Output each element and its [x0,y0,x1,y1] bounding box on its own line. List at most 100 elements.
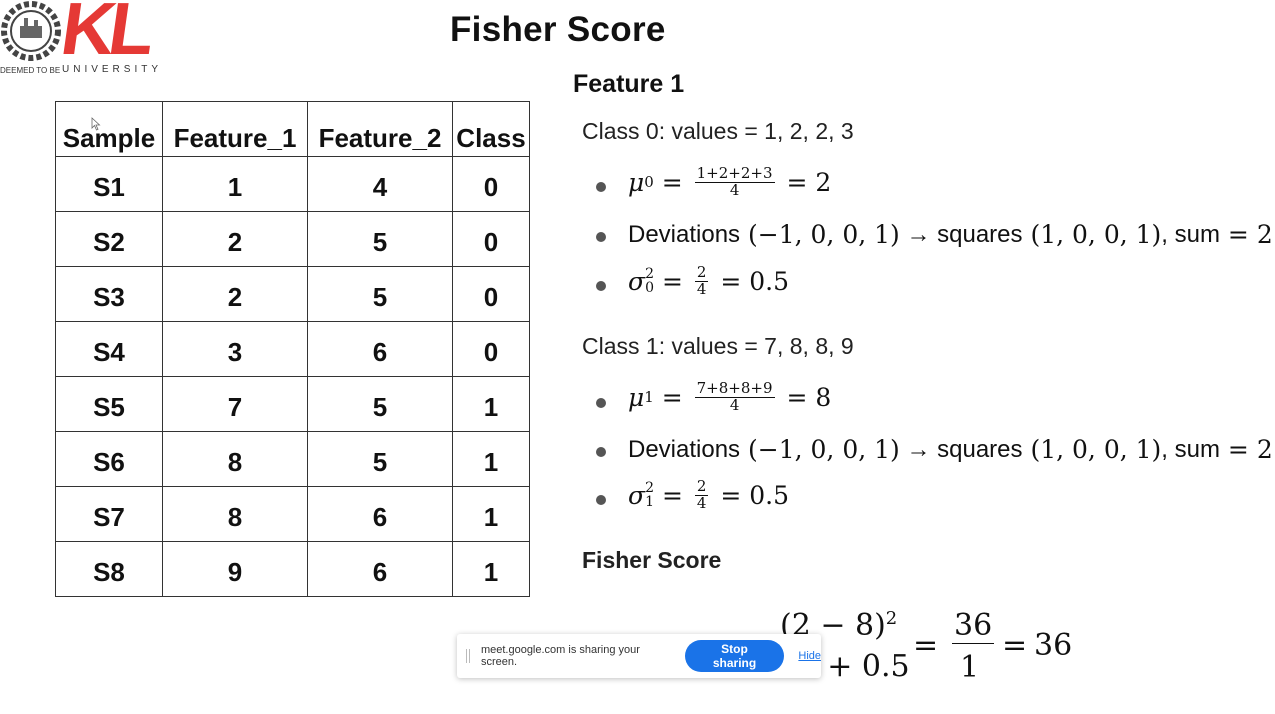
fisher-score-heading: Fisher Score [582,547,722,573]
class0-values-line: Class 0: values = 1, 2, 2, 3 [582,118,854,144]
cell-feature-2: 6 [307,321,453,377]
bullet-icon [596,281,606,291]
feature-heading: Feature 1 [573,70,685,98]
class1-mean-numerator: 7+8+8+9 [694,379,775,398]
class0-mean-result: 2 [815,167,832,197]
header-feature-1: Feature_1 [162,101,308,157]
logo-kl-text: KL [56,0,155,70]
class1-squares-values: (1, 0, 0, 1) [1030,435,1162,464]
cell-sample: S6 [55,431,163,487]
cell-feature-1: 7 [162,376,308,432]
cell-sample: S5 [55,376,163,432]
class1-values-line: Class 1: values = 7, 8, 8, 9 [582,333,854,359]
cell-sample: S4 [55,321,163,377]
logo-university-text: UNIVERSITY [62,64,163,75]
class1-sum-value: 2 [1256,435,1273,464]
bullet-icon [596,447,606,457]
class1-sum-label: sum [1174,435,1220,463]
class0-sum-value: 2 [1256,220,1273,249]
cell-feature-1: 2 [162,211,308,267]
cell-class: 0 [452,156,530,212]
bullet-icon [596,182,606,192]
cell-feature-2: 4 [307,156,453,212]
class0-squares-values: (1, 0, 0, 1) [1030,220,1162,249]
hide-link[interactable]: Hide [798,650,821,662]
class0-var-numerator: 2 [694,263,709,282]
logo-deemed-text: DEEMED TO BE [0,66,61,75]
cell-class: 1 [452,486,530,542]
final-frac-denominator: 1 [960,650,980,685]
header-feature-2: Feature_2 [307,101,453,157]
bullet-icon [596,495,606,505]
table-row: S7 8 6 1 [55,486,530,542]
class1-var-result: 0.5 [749,480,789,510]
bullet-icon [596,398,606,408]
cell-feature-1: 3 [162,321,308,377]
cell-feature-1: 8 [162,486,308,542]
table-header-row: Sample Feature_1 Feature_2 Class [55,101,530,157]
table-row: S4 3 6 0 [55,321,530,377]
class1-var-denominator: 4 [696,493,707,512]
cell-sample: S1 [55,156,163,212]
class0-dev-label: Deviations [628,220,741,248]
table-row: S5 7 5 1 [55,376,530,432]
class0-mean-denominator: 4 [729,180,740,199]
slide-title: Fisher Score [450,10,666,49]
cell-feature-2: 6 [307,486,453,542]
table-row: S3 2 5 0 [55,266,530,322]
cell-feature-2: 5 [307,211,453,267]
class0-dev-values: (−1, 0, 0, 1) [748,220,900,249]
cell-feature-1: 1 [162,156,308,212]
share-message: meet.google.com is sharing your screen. [480,644,640,668]
table-row: S1 1 4 0 [55,156,530,212]
table-row: S8 9 6 1 [55,541,530,597]
cell-class: 1 [452,541,530,597]
sample-table: Sample Feature_1 Feature_2 Class S1 1 4 … [55,101,530,597]
class1-mean-denominator: 4 [729,395,740,414]
drag-handle-icon[interactable] [466,649,470,663]
class0-var-result: 0.5 [749,266,789,296]
cell-class: 0 [452,266,530,322]
screen-share-bar: meet.google.com is sharing your screen. … [457,634,821,678]
final-frac-numerator: 36 [952,608,995,644]
class1-dev-label: Deviations [628,435,741,463]
table-row: S2 2 5 0 [55,211,530,267]
class1-squares-label: squares [937,435,1023,463]
class1-dev-values: (−1, 0, 0, 1) [748,435,900,464]
cell-sample: S8 [55,541,163,597]
cell-class: 1 [452,431,530,487]
cell-class: 0 [452,321,530,377]
final-result: 36 [1034,628,1073,663]
class1-var-numerator: 2 [694,477,709,496]
class0-var-denominator: 4 [696,279,707,298]
cell-feature-1: 8 [162,431,308,487]
header-class: Class [452,101,530,157]
class0-sum-label: sum [1174,220,1220,248]
class0-squares-label: squares [937,220,1023,248]
cell-class: 0 [452,211,530,267]
cell-feature-1: 9 [162,541,308,597]
class0-deviation-line: Deviations (−1, 0, 0, 1) → squares (1, 0… [628,220,1273,249]
cell-feature-2: 5 [307,431,453,487]
cell-feature-2: 5 [307,266,453,322]
cell-feature-2: 5 [307,376,453,432]
header-sample: Sample [55,101,163,157]
class1-mean-result: 8 [815,382,832,412]
cell-sample: S3 [55,266,163,322]
cell-feature-1: 2 [162,266,308,322]
class1-deviation-line: Deviations (−1, 0, 0, 1) → squares (1, 0… [628,435,1273,464]
table-row: S6 8 5 1 [55,431,530,487]
kl-university-logo: KL DEEMED TO BE UNIVERSITY [0,0,190,78]
cell-sample: S2 [55,211,163,267]
bullet-icon [596,232,606,242]
cell-class: 1 [452,376,530,432]
gear-emblem-icon [1,1,61,61]
stop-sharing-button[interactable]: Stop sharing [684,640,785,672]
cell-sample: S7 [55,486,163,542]
mouse-cursor-icon [91,117,101,131]
class0-mean-numerator: 1+2+2+3 [694,164,775,183]
